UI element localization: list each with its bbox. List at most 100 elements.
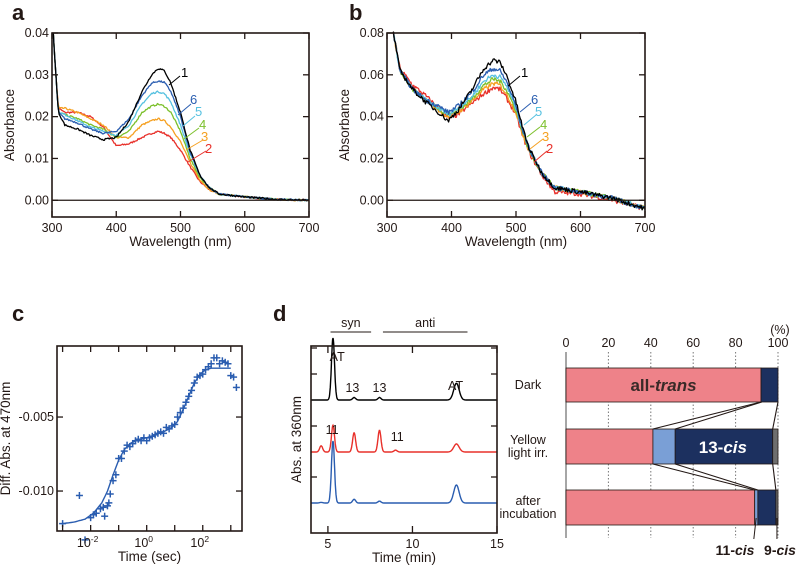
peak-label: AT — [330, 350, 345, 364]
x-tick-label: 0 — [563, 336, 570, 350]
data-point — [179, 404, 187, 412]
y-axis-label: Abs. at 360nm — [289, 396, 304, 483]
label-italic: cis — [723, 438, 747, 457]
bar-segment-all-trans — [565, 489, 756, 526]
series-annotation-4: 4 — [199, 117, 206, 132]
x-tick-label: 40 — [644, 336, 658, 350]
x-axis-label: Wavelength (nm) — [129, 234, 231, 249]
category-label: light irr. — [508, 446, 548, 460]
x-tick-label: 60 — [686, 336, 700, 350]
series-annotation-6: 6 — [190, 92, 197, 107]
annotation-leader-1 — [507, 75, 521, 87]
label-italic: trans — [655, 376, 697, 395]
x-tick-label: 400 — [441, 221, 462, 235]
x-axis-label: Time (sec) — [118, 549, 181, 564]
data-point — [182, 398, 190, 406]
category-label: Dark — [515, 378, 542, 392]
data-point — [109, 477, 117, 485]
panel-d-chromatogram: 5 10 15 Time (min) Abs. at 360nm syn anti AT 13 1… — [289, 316, 504, 565]
fit-curve — [62, 367, 231, 525]
bar-segment-9-cis — [772, 428, 779, 465]
pointer-11-cis — [753, 517, 757, 540]
label-prefix: all- — [630, 376, 655, 395]
x-tick-exponent: -2 — [91, 534, 99, 544]
data-point — [207, 360, 215, 368]
x-tick-label: 300 — [42, 221, 63, 235]
x-tick-label: 600 — [234, 221, 255, 235]
x-tick-label: 100 — [134, 534, 153, 550]
peak-label: 11 — [391, 430, 404, 444]
y-axis-label: Absorbance — [2, 89, 17, 161]
x-tick-label: 700 — [635, 221, 656, 235]
plot-frame — [310, 345, 498, 534]
peak-label: 11 — [326, 423, 339, 437]
data-point — [176, 409, 184, 417]
annotation-leader-6 — [177, 103, 192, 116]
annotation-leader-3 — [529, 138, 544, 150]
x-tick-label: 15 — [490, 537, 504, 551]
connector-line — [772, 401, 779, 430]
data-point — [171, 420, 179, 428]
x-tick-base: 10 — [77, 536, 91, 550]
y-tick-label: 0.02 — [25, 110, 49, 124]
series-annotation-3: 3 — [542, 129, 549, 144]
x-tick-label: 10 — [406, 537, 420, 551]
data-point — [199, 370, 207, 378]
series-line-1 — [52, 32, 309, 202]
panel-letter-a: a — [12, 0, 25, 25]
category-label: after — [515, 494, 540, 508]
y-tick-label: 0.00 — [360, 193, 384, 207]
data-point — [92, 509, 100, 517]
chromatogram-trace — [311, 337, 497, 401]
data-point — [160, 429, 168, 437]
category-label: incubation — [500, 507, 557, 521]
label-13-cis: 13-cis — [699, 438, 747, 457]
annotation-leader-1 — [168, 75, 181, 86]
data-point — [190, 379, 198, 387]
label-prefix: 13- — [699, 438, 724, 457]
x-tick-label: 20 — [601, 336, 615, 350]
panel-letter-c: c — [12, 301, 24, 326]
y-tick-label: 0.04 — [25, 26, 49, 40]
x-tick-base: 10 — [134, 536, 148, 550]
panel-letter-d: d — [273, 301, 286, 326]
x-tick-label: 5 — [324, 537, 331, 551]
series-annotation-1: 1 — [181, 65, 188, 80]
annotation-leader-4 — [526, 126, 541, 138]
series-line-6 — [52, 32, 309, 202]
annotation-leader-4 — [183, 127, 200, 140]
panel-b-chart: 300 400 500 600 700 0.00 0.02 0.04 0.06 0.08 Wavel… — [337, 26, 655, 249]
y-tick-label: 0.02 — [360, 151, 384, 165]
data-point — [75, 491, 83, 499]
peak-label: 13 — [373, 381, 387, 395]
x-tick-label: 400 — [106, 221, 127, 235]
data-point — [105, 499, 113, 507]
x-axis-label: Wavelength (nm) — [465, 234, 567, 249]
peak-label: AT — [448, 379, 463, 393]
connector-line — [675, 463, 759, 491]
x-tick-label: 102 — [190, 534, 209, 550]
annotation-leader-3 — [185, 139, 204, 151]
y-tick-label: 0.01 — [25, 151, 49, 165]
label-italic: cis — [776, 542, 796, 558]
bar-segment-13-cis — [757, 489, 777, 526]
data-point — [117, 454, 125, 462]
connector-line — [772, 463, 777, 491]
series-annotation-4: 4 — [540, 117, 547, 132]
connector-line — [652, 463, 755, 491]
annotation-leader-2 — [187, 150, 207, 163]
bar-segment-13-cis — [674, 428, 774, 465]
x-tick-label: 700 — [299, 221, 320, 235]
chromatogram-trace — [311, 423, 497, 453]
x-axis-label: Time (min) — [372, 550, 436, 565]
x-tick-label: 500 — [170, 221, 191, 235]
data-point — [213, 354, 221, 362]
x-tick-label: 600 — [570, 221, 591, 235]
annotation-leader-5 — [182, 115, 196, 127]
label-9-cis: 9-cis — [764, 542, 796, 558]
connector-line — [652, 401, 762, 430]
chromatogram-trace — [311, 440, 497, 504]
y-axis-label: Diff. Abs. at 470nm — [0, 382, 13, 496]
